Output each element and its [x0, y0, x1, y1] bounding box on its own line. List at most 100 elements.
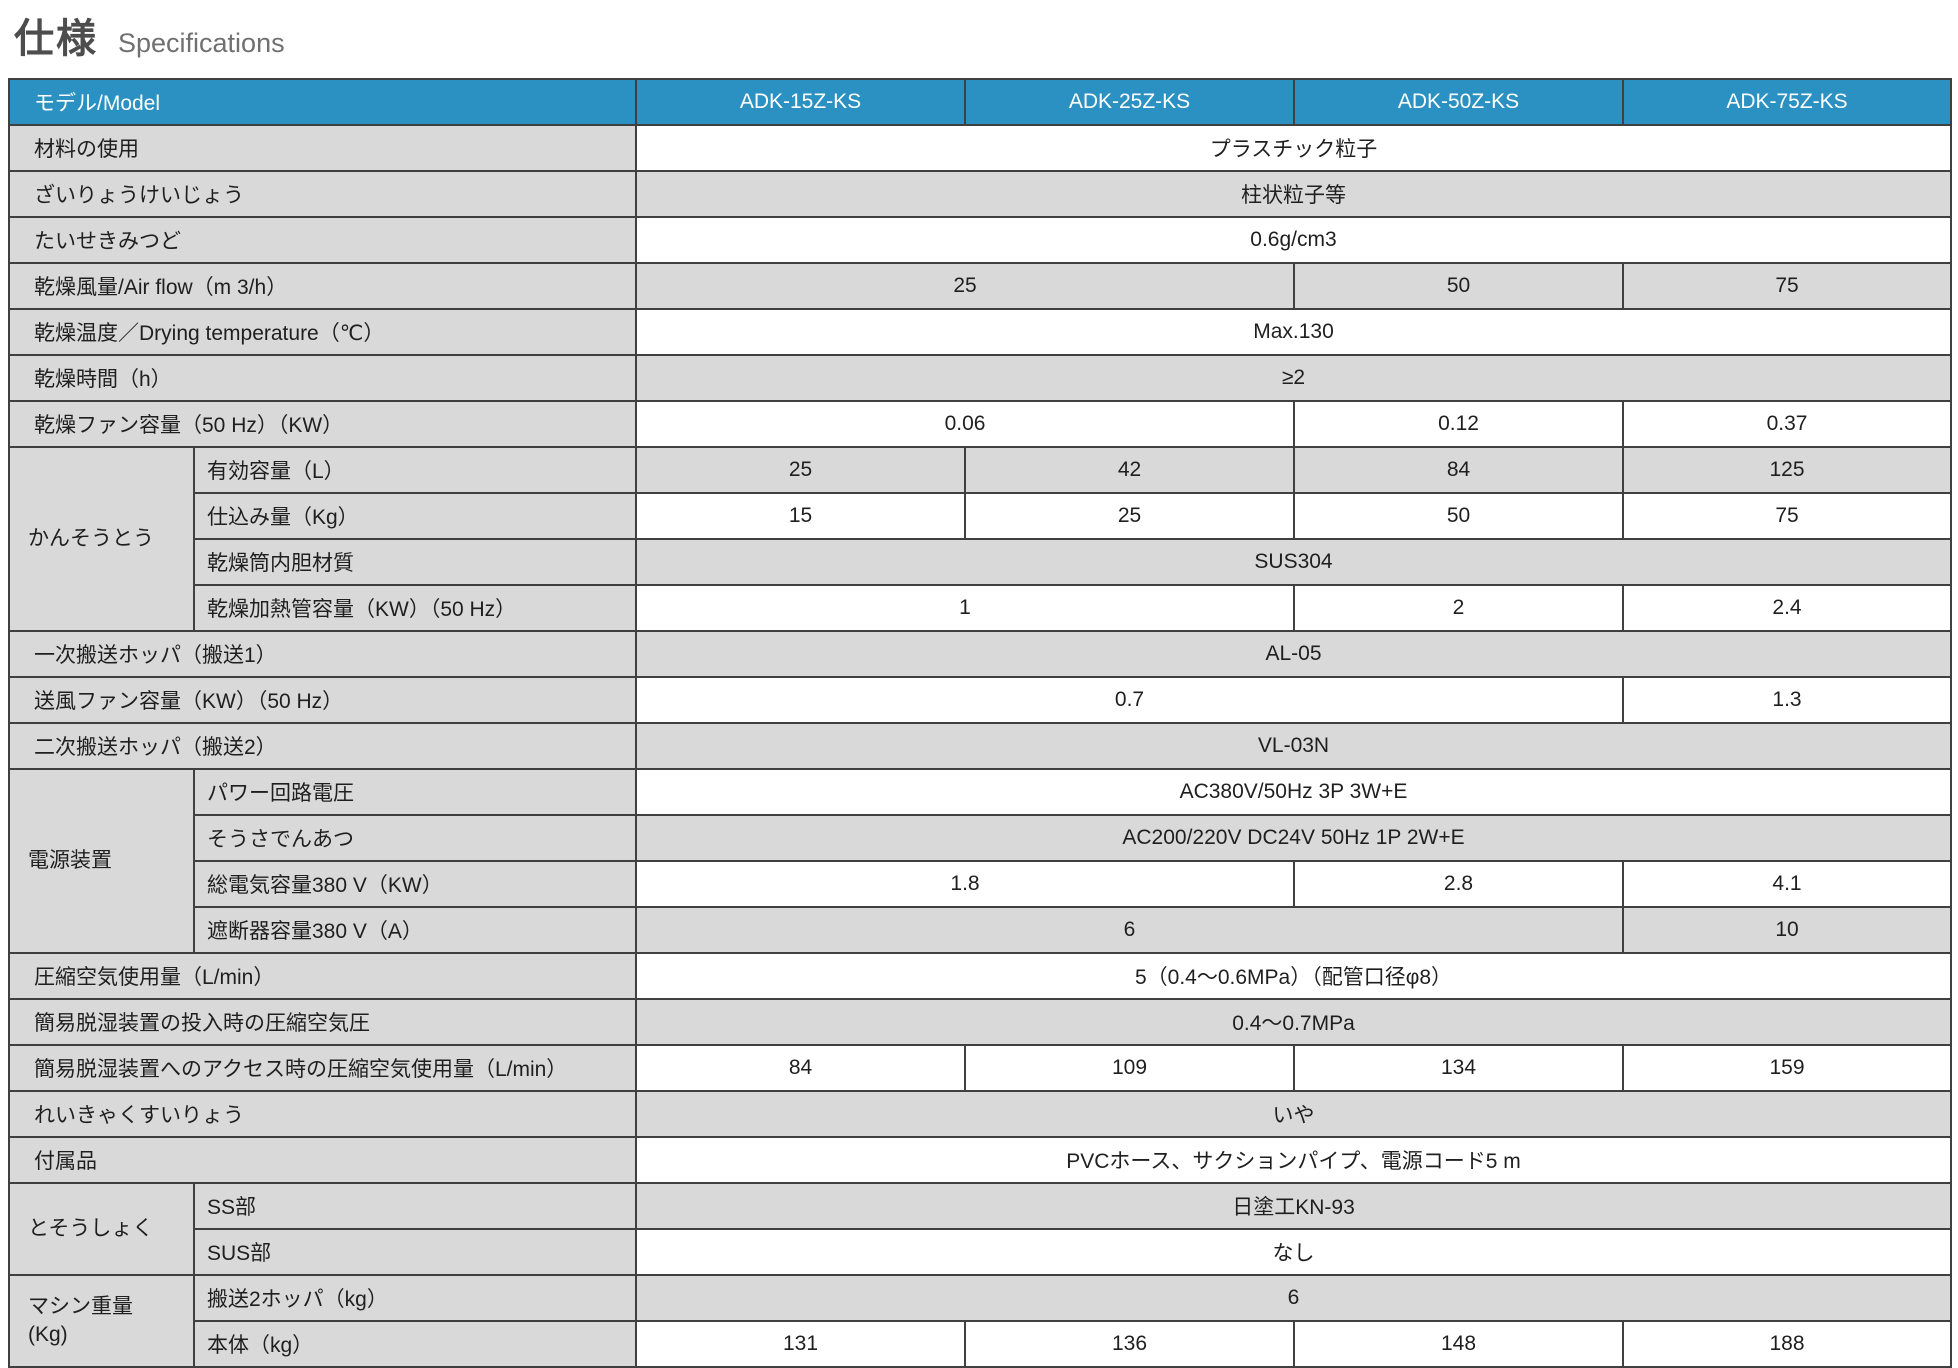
value-cell: 148: [1293, 1320, 1624, 1368]
value-cell: 25: [635, 446, 966, 494]
row-label: 乾燥ファン容量（50 Hz）（KW）: [8, 400, 637, 448]
row-label: 簡易脱湿装置の投入時の圧縮空気圧: [8, 998, 637, 1046]
value-cell: 84: [635, 1044, 966, 1092]
value-cell: 25: [964, 492, 1295, 540]
value-cell: 134: [1293, 1044, 1624, 1092]
table-row: 乾燥加熱管容量（KW）（50 Hz） 1 2 2.4: [9, 584, 1952, 632]
value-cell: AL-05: [635, 630, 1952, 678]
header-cell-model-2: ADK-25Z-KS: [964, 78, 1295, 126]
table-row: れいきゃくすいりょう いや: [8, 1090, 1952, 1138]
table-row: ざいりょうけいじょう 柱状粒子等: [8, 170, 1952, 218]
value-cell: 日塗工KN-93: [635, 1182, 1952, 1230]
value-cell: 188: [1622, 1320, 1952, 1368]
row-label: 送風ファン容量（KW）（50 Hz）: [8, 676, 637, 724]
row-label: 圧縮空気使用量（L/min）: [8, 952, 637, 1000]
table-row: 乾燥風量/Air flow（m 3/h） 25 50 75: [8, 262, 1952, 310]
value-cell: 0.4〜0.7MPa: [635, 998, 1952, 1046]
value-cell: 6: [635, 906, 1624, 954]
header-cell-model-3: ADK-50Z-KS: [1293, 78, 1624, 126]
table-row: 乾燥時間（h） ≥2: [8, 354, 1952, 402]
page-title: 仕様 Specifications: [8, 4, 1950, 78]
specifications-table: モデル/Model ADK-15Z-KS ADK-25Z-KS ADK-50Z-…: [8, 78, 1952, 1368]
spec-table-body: 材料の使用 プラスチック粒子 ざいりょうけいじょう 柱状粒子等 たいせきみつど 0.6g/…: [8, 124, 1952, 1368]
table-header-row: モデル/Model ADK-15Z-KS ADK-25Z-KS ADK-50Z-…: [8, 78, 1952, 126]
value-cell: 84: [1293, 446, 1624, 494]
row-sub-label: SS部: [193, 1182, 637, 1230]
row-label: れいきゃくすいりょう: [8, 1090, 637, 1138]
value-cell: プラスチック粒子: [635, 124, 1952, 172]
row-sub-label: 有効容量（L）: [193, 446, 637, 494]
table-row: 総電気容量380 V（KW） 1.8 2.8 4.1: [9, 860, 1952, 908]
value-cell: 42: [964, 446, 1295, 494]
table-row: 簡易脱湿装置の投入時の圧縮空気圧 0.4〜0.7MPa: [8, 998, 1952, 1046]
row-sub-label: 搬送2ホッパ（kg）: [193, 1274, 637, 1322]
value-cell: 10: [1622, 906, 1952, 954]
title-english: Specifications: [118, 28, 285, 58]
table-row: たいせきみつど 0.6g/cm3: [8, 216, 1952, 264]
row-label: 乾燥時間（h）: [8, 354, 637, 402]
table-row: 圧縮空気使用量（L/min） 5（0.4〜0.6MPa）（配管口径φ8）: [8, 952, 1952, 1000]
row-sub-label: 本体（kg）: [193, 1320, 637, 1368]
table-row: 乾燥温度／Drying temperature（℃） Max.130: [8, 308, 1952, 356]
value-cell: 2.4: [1622, 584, 1952, 632]
value-cell: 75: [1622, 262, 1952, 310]
row-sub-label: 遮断器容量380 V（A）: [193, 906, 637, 954]
header-cell-model-1: ADK-15Z-KS: [635, 78, 966, 126]
value-cell: 4.1: [1622, 860, 1952, 908]
value-cell: 0.6g/cm3: [635, 216, 1952, 264]
table-row: 一次搬送ホッパ（搬送1） AL-05: [8, 630, 1952, 678]
row-label: 乾燥風量/Air flow（m 3/h）: [8, 262, 637, 310]
value-cell: 6: [635, 1274, 1952, 1322]
row-label: ざいりょうけいじょう: [8, 170, 637, 218]
group-label: かんそうとう: [8, 446, 195, 632]
value-cell: 15: [635, 492, 966, 540]
value-cell: 0.06: [635, 400, 1295, 448]
row-label: 付属品: [8, 1136, 637, 1184]
row-sub-label: 仕込み量（Kg）: [193, 492, 637, 540]
row-label: たいせきみつど: [8, 216, 637, 264]
value-cell: 5（0.4〜0.6MPa）（配管口径φ8）: [635, 952, 1952, 1000]
value-cell: なし: [635, 1228, 1952, 1276]
table-row: SUS部 なし: [9, 1228, 1952, 1276]
group-label: 電源装置: [8, 768, 195, 954]
table-row: 仕込み量（Kg） 15 25 50 75: [9, 492, 1952, 540]
value-cell: 50: [1293, 492, 1624, 540]
table-row: 乾燥ファン容量（50 Hz）（KW） 0.06 0.12 0.37: [8, 400, 1952, 448]
value-cell: 0.37: [1622, 400, 1952, 448]
value-cell: 75: [1622, 492, 1952, 540]
table-row: とそうしょく SS部 日塗工KN-93: [8, 1182, 1952, 1276]
row-label: 乾燥温度／Drying temperature（℃）: [8, 308, 637, 356]
row-label: 簡易脱湿装置へのアクセス時の圧縮空気使用量（L/min）: [8, 1044, 637, 1092]
header-cell-model-4: ADK-75Z-KS: [1622, 78, 1952, 126]
table-row: 送風ファン容量（KW）（50 Hz） 0.7 1.3: [8, 676, 1952, 724]
value-cell: 50: [1293, 262, 1624, 310]
row-sub-label: 乾燥加熱管容量（KW）（50 Hz）: [193, 584, 637, 632]
value-cell: 0.12: [1293, 400, 1624, 448]
group-label: マシン重量 (Kg): [8, 1274, 195, 1368]
value-cell: Max.130: [635, 308, 1952, 356]
row-label: 二次搬送ホッパ（搬送2）: [8, 722, 637, 770]
value-cell: SUS304: [635, 538, 1952, 586]
value-cell: 131: [635, 1320, 966, 1368]
value-cell: 125: [1622, 446, 1952, 494]
value-cell: VL-03N: [635, 722, 1952, 770]
table-row: 本体（kg） 131 136 148 188: [9, 1320, 1952, 1368]
table-row: 遮断器容量380 V（A） 6 10: [9, 906, 1952, 954]
table-row: 乾燥筒内胆材質 SUS304: [9, 538, 1952, 586]
header-cell-model-label: モデル/Model: [8, 78, 637, 126]
value-cell: 柱状粒子等: [635, 170, 1952, 218]
row-sub-label: パワー回路電圧: [193, 768, 637, 816]
row-label: 一次搬送ホッパ（搬送1）: [8, 630, 637, 678]
value-cell: 2.8: [1293, 860, 1624, 908]
value-cell: PVCホース、サクションパイプ、電源コード5 m: [635, 1136, 1952, 1184]
value-cell: 1.3: [1622, 676, 1952, 724]
table-row: 二次搬送ホッパ（搬送2） VL-03N: [8, 722, 1952, 770]
table-row: 電源装置 パワー回路電圧 AC380V/50Hz 3P 3W+E: [8, 768, 1952, 954]
value-cell: 1.8: [635, 860, 1295, 908]
row-label: 材料の使用: [8, 124, 637, 172]
value-cell: 109: [964, 1044, 1295, 1092]
table-row: かんそうとう 有効容量（L） 25 42 84 125: [8, 446, 1952, 632]
value-cell: ≥2: [635, 354, 1952, 402]
value-cell: いや: [635, 1090, 1952, 1138]
